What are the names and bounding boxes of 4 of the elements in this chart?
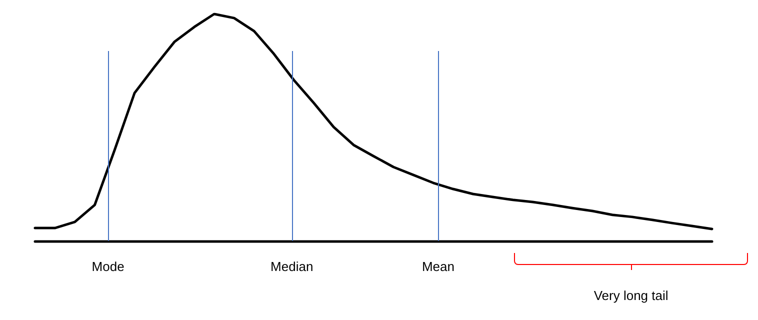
text: Median <box>270 259 314 274</box>
text: Mode <box>92 259 124 274</box>
text: Mean <box>422 259 454 274</box>
text: Very long tail <box>594 288 668 303</box>
